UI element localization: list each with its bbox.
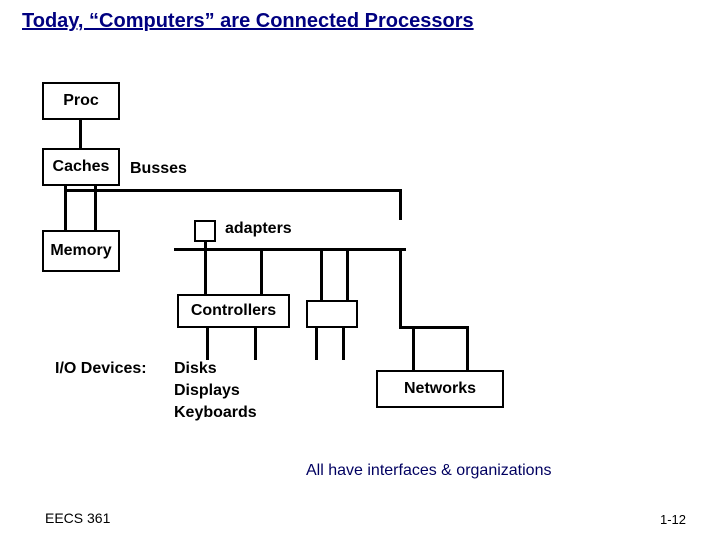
io-devices-item: Displays — [174, 382, 240, 400]
connector-line — [320, 251, 323, 300]
caches-label: Caches — [53, 158, 110, 176]
connector-line — [94, 192, 97, 230]
proc-label: Proc — [63, 92, 99, 110]
connector-line — [64, 192, 67, 230]
connector-line — [412, 328, 415, 370]
connector-line — [399, 192, 402, 220]
connector-line — [174, 248, 406, 251]
io-devices-item: Keyboards — [174, 404, 257, 422]
networks-box: Networks — [376, 370, 504, 408]
page-number: 1-12 — [660, 512, 686, 527]
controller2-box — [306, 300, 358, 328]
connector-line — [315, 328, 318, 360]
adapters-label: adapters — [225, 220, 292, 238]
caches-box: Caches — [42, 148, 120, 186]
memory-label: Memory — [50, 242, 111, 260]
slide-title: Today, “Computers” are Connected Process… — [22, 10, 474, 33]
io-devices-heading: I/O Devices: — [55, 360, 147, 378]
course-code: EECS 361 — [45, 510, 110, 526]
footnote-text: All have interfaces & organizations — [306, 462, 551, 480]
connector-line — [260, 251, 263, 294]
connector-line — [254, 328, 257, 360]
proc-box: Proc — [42, 82, 120, 120]
slide-canvas: Today, “Computers” are Connected Process… — [0, 0, 720, 540]
adapter-box — [194, 220, 216, 242]
io-devices-item: Disks — [174, 360, 217, 378]
connector-line — [204, 251, 207, 294]
connector-line — [399, 326, 469, 329]
connector-line — [346, 251, 349, 300]
connector-line — [342, 328, 345, 360]
busses-label: Busses — [130, 160, 187, 178]
connector-line — [64, 189, 402, 192]
connector-line — [399, 248, 402, 328]
connector-line — [206, 328, 209, 360]
connector-line — [79, 120, 82, 148]
connector-line — [466, 328, 469, 370]
networks-label: Networks — [404, 380, 476, 398]
memory-box: Memory — [42, 230, 120, 272]
controllers-label: Controllers — [191, 302, 276, 320]
controllers-box: Controllers — [177, 294, 290, 328]
